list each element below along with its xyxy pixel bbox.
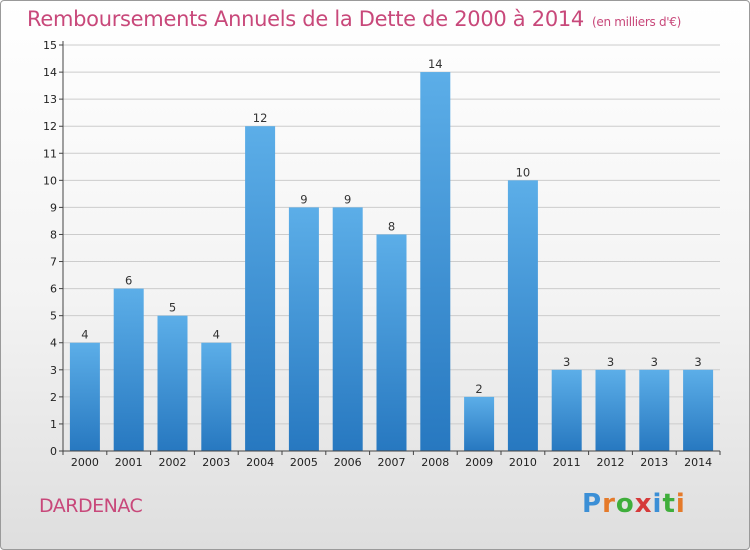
data-label: 4 bbox=[213, 328, 220, 342]
x-tick-label: 2012 bbox=[597, 456, 625, 469]
data-label: 3 bbox=[694, 355, 701, 369]
x-tick-label: 2006 bbox=[334, 456, 362, 469]
logo-letter: x bbox=[634, 489, 653, 519]
logo-letter: P bbox=[582, 489, 603, 519]
title-text: Remboursements Annuels de la Dette de 20… bbox=[27, 7, 584, 31]
bar bbox=[464, 396, 495, 451]
data-label: 10 bbox=[516, 165, 531, 179]
data-label: 8 bbox=[388, 219, 395, 233]
logo-letter: t bbox=[662, 489, 676, 519]
y-tick-label: 12 bbox=[43, 120, 57, 133]
logo-letter: i bbox=[652, 489, 663, 519]
y-tick-label: 11 bbox=[43, 147, 57, 160]
data-label: 3 bbox=[563, 355, 570, 369]
y-tick-label: 2 bbox=[50, 391, 57, 404]
bar bbox=[507, 180, 538, 452]
y-tick-label: 10 bbox=[43, 174, 57, 187]
y-tick-label: 0 bbox=[50, 445, 57, 458]
y-tick-label: 3 bbox=[50, 364, 57, 377]
logo-letter: o bbox=[615, 489, 635, 519]
bar bbox=[376, 234, 407, 451]
data-label: 6 bbox=[125, 274, 132, 288]
y-tick-label: 8 bbox=[50, 228, 57, 241]
data-label: 3 bbox=[607, 355, 614, 369]
y-tick-label: 1 bbox=[50, 418, 57, 431]
bar bbox=[332, 207, 363, 451]
bar bbox=[245, 126, 276, 451]
data-label: 9 bbox=[344, 192, 351, 206]
y-tick-label: 4 bbox=[50, 337, 57, 350]
x-tick-label: 2000 bbox=[71, 456, 99, 469]
y-tick-label: 13 bbox=[43, 93, 57, 106]
proxiti-logo: Proxiti bbox=[582, 489, 686, 519]
x-tick-label: 2013 bbox=[640, 456, 668, 469]
bar bbox=[69, 342, 100, 451]
x-tick-label: 2003 bbox=[202, 456, 230, 469]
bar bbox=[551, 369, 582, 451]
x-tick-label: 2007 bbox=[378, 456, 406, 469]
data-label: 2 bbox=[475, 382, 482, 396]
bar bbox=[639, 369, 670, 451]
y-tick-label: 15 bbox=[43, 39, 57, 52]
data-label: 3 bbox=[651, 355, 658, 369]
x-tick-label: 2001 bbox=[115, 456, 143, 469]
bar bbox=[288, 207, 319, 451]
data-label: 5 bbox=[169, 301, 176, 315]
logo-letter: r bbox=[602, 489, 616, 519]
y-tick-label: 9 bbox=[50, 201, 57, 214]
x-tick-label: 2014 bbox=[684, 456, 712, 469]
bar bbox=[420, 72, 451, 452]
bar bbox=[201, 342, 232, 451]
x-tick-label: 2009 bbox=[465, 456, 493, 469]
y-tick-label: 6 bbox=[50, 283, 57, 296]
x-tick-label: 2010 bbox=[509, 456, 537, 469]
data-label: 12 bbox=[253, 111, 268, 125]
y-tick-label: 7 bbox=[50, 256, 57, 269]
bar bbox=[595, 369, 626, 451]
x-tick-label: 2002 bbox=[159, 456, 187, 469]
data-label: 4 bbox=[81, 328, 88, 342]
logo-letter: i bbox=[675, 489, 686, 519]
bar bbox=[157, 315, 188, 451]
x-tick-label: 2005 bbox=[290, 456, 318, 469]
data-label: 9 bbox=[300, 192, 307, 206]
x-tick-label: 2008 bbox=[421, 456, 449, 469]
data-label: 14 bbox=[428, 57, 443, 71]
x-tick-label: 2011 bbox=[553, 456, 581, 469]
y-tick-label: 14 bbox=[43, 66, 57, 79]
chart-title: Remboursements Annuels de la Dette de 20… bbox=[27, 7, 681, 31]
commune-name: DARDENAC bbox=[39, 495, 143, 517]
chart-subtitle: (en milliers d'€) bbox=[592, 15, 682, 29]
y-tick-label: 5 bbox=[50, 310, 57, 323]
x-tick-label: 2004 bbox=[246, 456, 274, 469]
bar bbox=[683, 369, 714, 451]
bar bbox=[113, 288, 144, 451]
